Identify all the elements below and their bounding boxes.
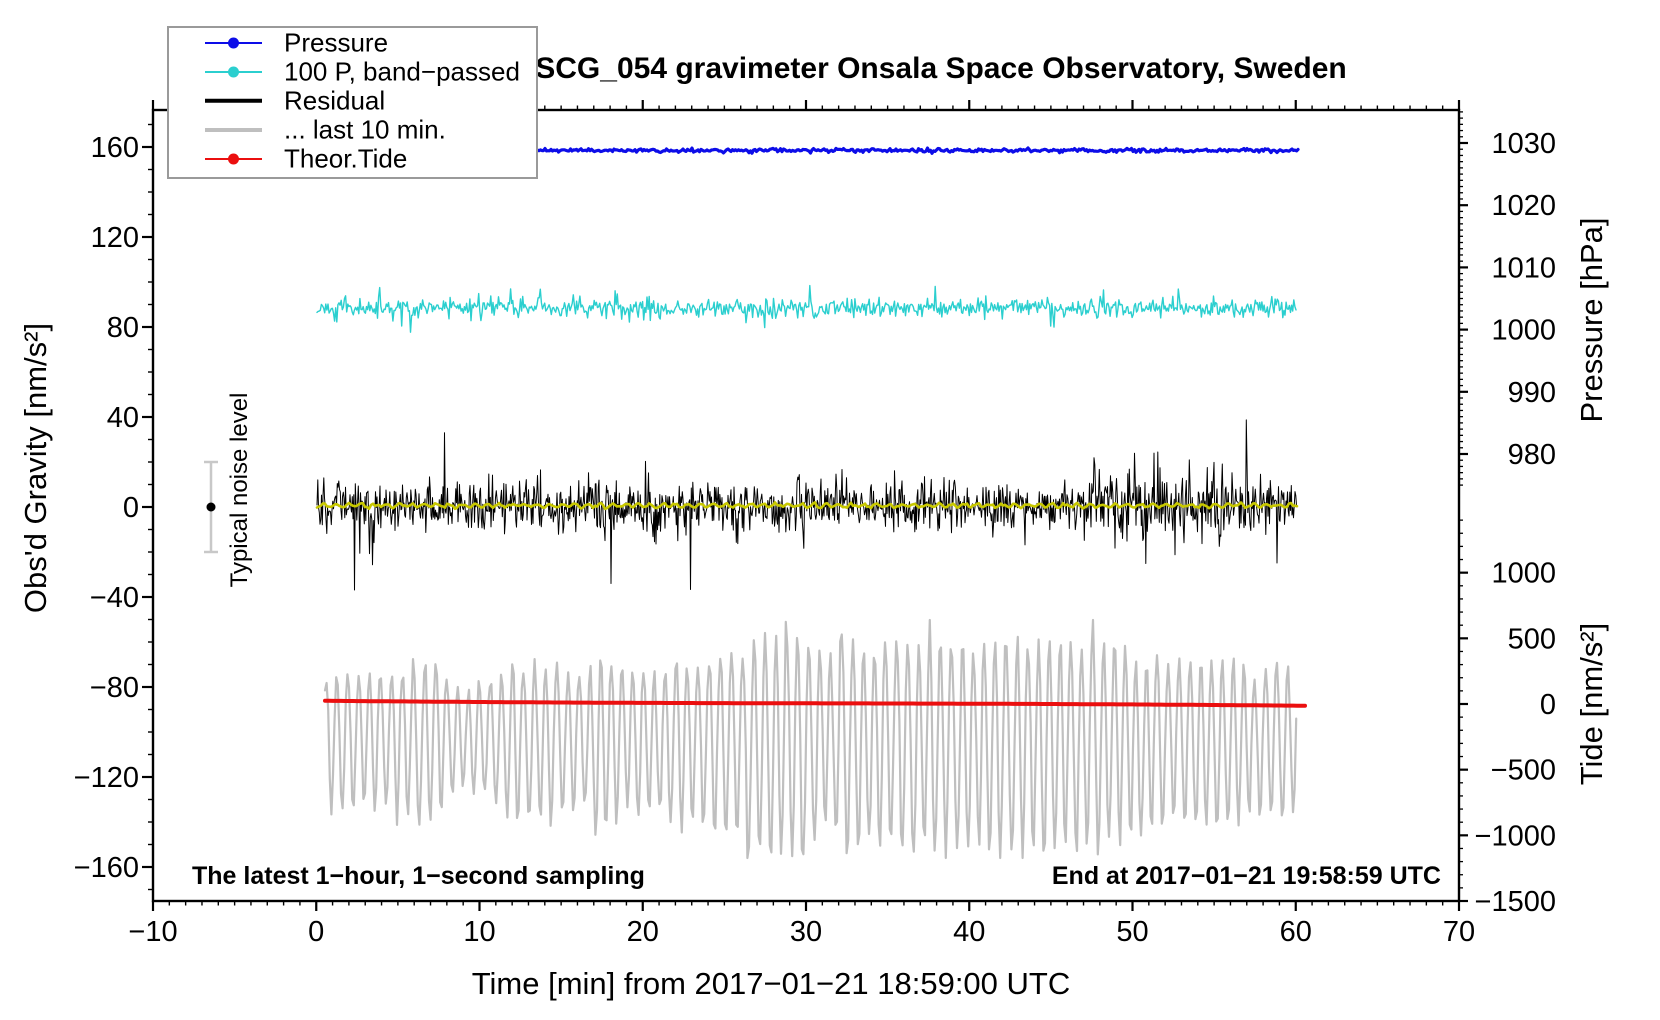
legend-line-sample bbox=[205, 98, 262, 103]
legend-dot-marker bbox=[228, 66, 239, 77]
legend-item-label: 100 P, band−passed bbox=[284, 56, 520, 86]
sampling-note: The latest 1−hour, 1−second sampling bbox=[192, 862, 645, 890]
svg-text:−1000: −1000 bbox=[1475, 820, 1556, 852]
legend-dot-marker bbox=[228, 153, 239, 164]
svg-text:0: 0 bbox=[1540, 689, 1556, 721]
legend-line-sample bbox=[205, 127, 262, 132]
legend-item-label: ... last 10 min. bbox=[284, 114, 446, 144]
svg-text:−120: −120 bbox=[74, 762, 139, 794]
x-axis-label: Time [min] from 2017−01−21 18:59:00 UTC bbox=[471, 966, 1071, 1001]
svg-text:980: 980 bbox=[1508, 439, 1556, 471]
svg-text:1010: 1010 bbox=[1491, 252, 1556, 284]
legend-item-last10min: ... last 10 min. bbox=[169, 115, 536, 144]
legend-item-label: Pressure bbox=[284, 27, 389, 57]
gravity-axis-label: Obs'd Gravity [nm/s²] bbox=[18, 322, 53, 614]
pressure-axis-label: Pressure [hPa] bbox=[1574, 217, 1609, 423]
last10min-trace bbox=[323, 618, 1298, 860]
svg-text:1000: 1000 bbox=[1491, 315, 1556, 347]
noise-level-label: Typical noise level bbox=[226, 392, 253, 588]
noise-level-marker bbox=[204, 460, 218, 554]
axes-group: −10 0 10 20 30 40 50 60 7016012080400−40−80−120−… bbox=[74, 100, 1556, 948]
svg-text:40: 40 bbox=[107, 402, 139, 434]
svg-text:40: 40 bbox=[953, 916, 985, 948]
svg-text:80: 80 bbox=[107, 312, 139, 344]
svg-text:10: 10 bbox=[463, 916, 495, 948]
tide-axis-label: Tide [nm/s²] bbox=[1574, 622, 1609, 786]
svg-text:−40: −40 bbox=[90, 582, 139, 614]
svg-text:50: 50 bbox=[1116, 916, 1148, 948]
svg-text:120: 120 bbox=[91, 222, 139, 254]
series-group bbox=[315, 146, 1307, 860]
legend-item-residual: Residual bbox=[169, 86, 536, 115]
svg-text:20: 20 bbox=[627, 916, 659, 948]
residual-trace bbox=[316, 419, 1297, 591]
svg-text:70: 70 bbox=[1443, 916, 1475, 948]
legend-item-label: Theor.Tide bbox=[284, 143, 408, 173]
svg-text:−1500: −1500 bbox=[1475, 886, 1556, 918]
chart-title: SCG_054 gravimeter Onsala Space Observat… bbox=[535, 52, 1347, 85]
end-time-note: End at 2017−01−21 19:58:59 UTC bbox=[1051, 862, 1441, 890]
legend-item-bandpassed: 100 P, band−passed bbox=[169, 57, 536, 86]
smoothed-residual-trace bbox=[315, 501, 1299, 511]
svg-text:990: 990 bbox=[1508, 377, 1556, 409]
svg-text:−160: −160 bbox=[74, 852, 139, 884]
legend-item-theortide: Theor.Tide bbox=[169, 144, 536, 173]
legend-item-label: Residual bbox=[284, 85, 386, 115]
bandpassed-trace bbox=[316, 284, 1297, 333]
svg-text:1030: 1030 bbox=[1491, 128, 1556, 160]
svg-text:0: 0 bbox=[123, 492, 139, 524]
svg-text:1020: 1020 bbox=[1491, 190, 1556, 222]
legend: Pressure 100 P, band−passed Residual ...… bbox=[167, 26, 538, 179]
svg-text:30: 30 bbox=[790, 916, 822, 948]
svg-text:−10: −10 bbox=[128, 916, 177, 948]
legend-dot-marker bbox=[228, 37, 239, 48]
svg-text:500: 500 bbox=[1508, 623, 1556, 655]
theor-tide-trace bbox=[323, 698, 1307, 708]
svg-text:1000: 1000 bbox=[1491, 558, 1556, 590]
svg-text:−500: −500 bbox=[1491, 755, 1556, 787]
svg-text:160: 160 bbox=[91, 132, 139, 164]
svg-text:60: 60 bbox=[1280, 916, 1312, 948]
legend-item-pressure: Pressure bbox=[169, 28, 536, 57]
svg-text:−80: −80 bbox=[90, 672, 139, 704]
svg-text:0: 0 bbox=[308, 916, 324, 948]
